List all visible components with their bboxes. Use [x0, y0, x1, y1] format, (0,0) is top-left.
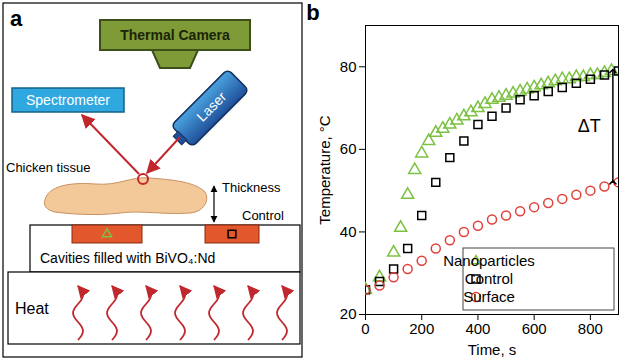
svg-text:b: b — [306, 0, 319, 25]
svg-text:0: 0 — [361, 320, 369, 337]
svg-text:Thickness: Thickness — [222, 180, 281, 195]
svg-text:800: 800 — [578, 320, 603, 337]
svg-text:20: 20 — [340, 305, 357, 322]
svg-text:40: 40 — [340, 223, 357, 240]
svg-text:Nanoparticles: Nanoparticles — [443, 252, 535, 269]
svg-text:Spectrometer: Spectrometer — [26, 92, 110, 108]
svg-text:400: 400 — [465, 320, 490, 337]
svg-text:200: 200 — [409, 320, 434, 337]
svg-text:Cavities filled with BiVO₄:Nd: Cavities filled with BiVO₄:Nd — [40, 250, 215, 266]
svg-text:Laser: Laser — [193, 88, 229, 124]
svg-text:600: 600 — [522, 320, 547, 337]
svg-text:Control: Control — [242, 208, 284, 223]
svg-text:60: 60 — [340, 140, 357, 157]
svg-text:a: a — [10, 6, 23, 31]
svg-text:80: 80 — [340, 58, 357, 75]
svg-text:Control: Control — [465, 270, 513, 287]
svg-text:Thermal Camera: Thermal Camera — [120, 27, 230, 43]
svg-text:ΔT: ΔT — [578, 116, 601, 136]
svg-text:Time, s: Time, s — [468, 341, 517, 358]
svg-text:Surface: Surface — [463, 288, 515, 305]
svg-text:Heat: Heat — [15, 300, 49, 317]
svg-text:Temperature, °C: Temperature, °C — [316, 115, 333, 225]
svg-text:Chicken tissue: Chicken tissue — [6, 160, 91, 175]
